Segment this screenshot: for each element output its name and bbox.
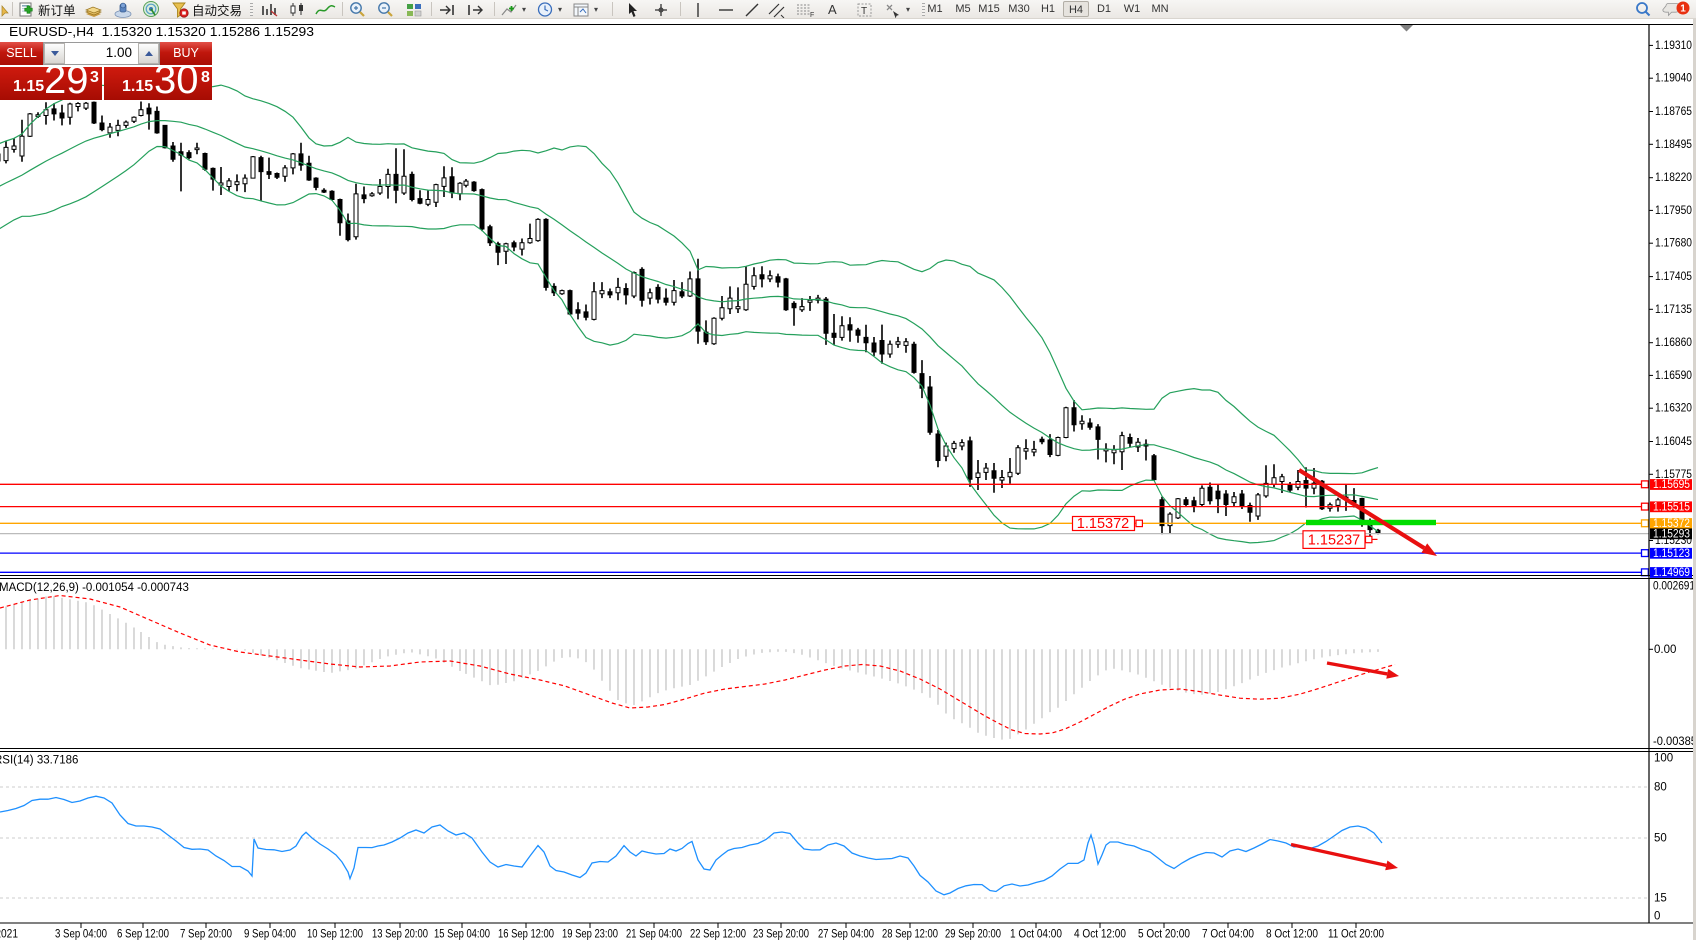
svg-text:T: T: [861, 6, 867, 17]
svg-text:0.002691: 0.002691: [1653, 581, 1695, 593]
svg-text:1.17680: 1.17680: [1655, 238, 1692, 250]
svg-text:1.15372: 1.15372: [1653, 518, 1690, 530]
svg-text:9 Sep 04:00: 9 Sep 04:00: [244, 929, 296, 941]
svg-text:1.15372: 1.15372: [1077, 516, 1129, 532]
svg-text:29 Sep 20:00: 29 Sep 20:00: [945, 929, 1001, 941]
svg-text:23 Sep 20:00: 23 Sep 20:00: [753, 929, 809, 941]
svg-text:1.14969: 1.14969: [1653, 567, 1690, 579]
svg-text:1.18495: 1.18495: [1655, 139, 1692, 151]
svg-text:1.15695: 1.15695: [1653, 479, 1690, 491]
svg-text:13 Sep 20:00: 13 Sep 20:00: [372, 929, 428, 941]
svg-text:19 Sep 23:00: 19 Sep 23:00: [562, 929, 618, 941]
svg-text:0: 0: [1654, 911, 1660, 923]
svg-text:100: 100: [1654, 753, 1673, 765]
svg-text:80: 80: [1654, 782, 1667, 794]
svg-text:EURUSD-,H4 1.15320 1.15320 1.: EURUSD-,H4 1.15320 1.15320 1.15286 1.152…: [9, 25, 314, 39]
svg-text:10 Sep 12:00: 10 Sep 12:00: [307, 929, 363, 941]
svg-text:28 Sep 12:00: 28 Sep 12:00: [882, 929, 938, 941]
svg-text:3 Sep 04:00: 3 Sep 04:00: [55, 929, 107, 941]
svg-text:6 Sep 12:00: 6 Sep 12:00: [117, 929, 169, 941]
svg-text:1: 1: [1680, 3, 1686, 14]
svg-text:1 Oct 04:00: 1 Oct 04:00: [1010, 929, 1062, 941]
svg-text:1.16860: 1.16860: [1655, 337, 1692, 349]
svg-text:1.19040: 1.19040: [1655, 73, 1692, 85]
svg-text:1.16590: 1.16590: [1655, 370, 1692, 382]
svg-text:22 Sep 12:00: 22 Sep 12:00: [690, 929, 746, 941]
svg-text:7 Sep 20:00: 7 Sep 20:00: [180, 929, 232, 941]
svg-text:1.16320: 1.16320: [1655, 403, 1692, 415]
svg-text:F: F: [810, 12, 814, 18]
svg-text:16 Sep 12:00: 16 Sep 12:00: [498, 929, 554, 941]
svg-text:1.15123: 1.15123: [1653, 548, 1690, 560]
svg-text:15 Sep 04:00: 15 Sep 04:00: [434, 929, 490, 941]
svg-text:15: 15: [1654, 893, 1667, 905]
svg-text:1.15775: 1.15775: [1655, 469, 1692, 481]
svg-text:5 Oct 20:00: 5 Oct 20:00: [1138, 929, 1190, 941]
svg-text:1.17405: 1.17405: [1655, 271, 1692, 283]
svg-text:1.17950: 1.17950: [1655, 205, 1692, 217]
svg-text:1.16045: 1.16045: [1655, 436, 1692, 448]
svg-text:27 Sep 04:00: 27 Sep 04:00: [818, 929, 874, 941]
svg-text:1.15515: 1.15515: [1653, 501, 1690, 513]
svg-text:1.17135: 1.17135: [1655, 304, 1692, 316]
svg-text:RSI(14) 33.7186: RSI(14) 33.7186: [0, 755, 78, 767]
svg-text:7 Oct 04:00: 7 Oct 04:00: [1202, 929, 1254, 941]
svg-text:50: 50: [1654, 833, 1667, 845]
svg-text:1.15293: 1.15293: [1653, 528, 1690, 540]
svg-text:MACD(12,26,9) -0.001054 -0.000: MACD(12,26,9) -0.001054 -0.000743: [0, 582, 189, 594]
svg-text:11 Oct 20:00: 11 Oct 20:00: [1328, 929, 1384, 941]
svg-text:-0.00385: -0.00385: [1653, 736, 1696, 748]
svg-text:4 Oct 12:00: 4 Oct 12:00: [1074, 929, 1126, 941]
svg-text:1.15237: 1.15237: [1308, 533, 1360, 549]
svg-text:8 Oct 12:00: 8 Oct 12:00: [1266, 929, 1318, 941]
svg-text:2 Sep 2021: 2 Sep 2021: [0, 929, 18, 941]
svg-text:1.19310: 1.19310: [1655, 40, 1692, 52]
svg-text:0.00: 0.00: [1654, 644, 1676, 656]
svg-text:1.18220: 1.18220: [1655, 172, 1692, 184]
svg-text:1.18765: 1.18765: [1655, 106, 1692, 118]
svg-text:21 Sep 04:00: 21 Sep 04:00: [626, 929, 682, 941]
